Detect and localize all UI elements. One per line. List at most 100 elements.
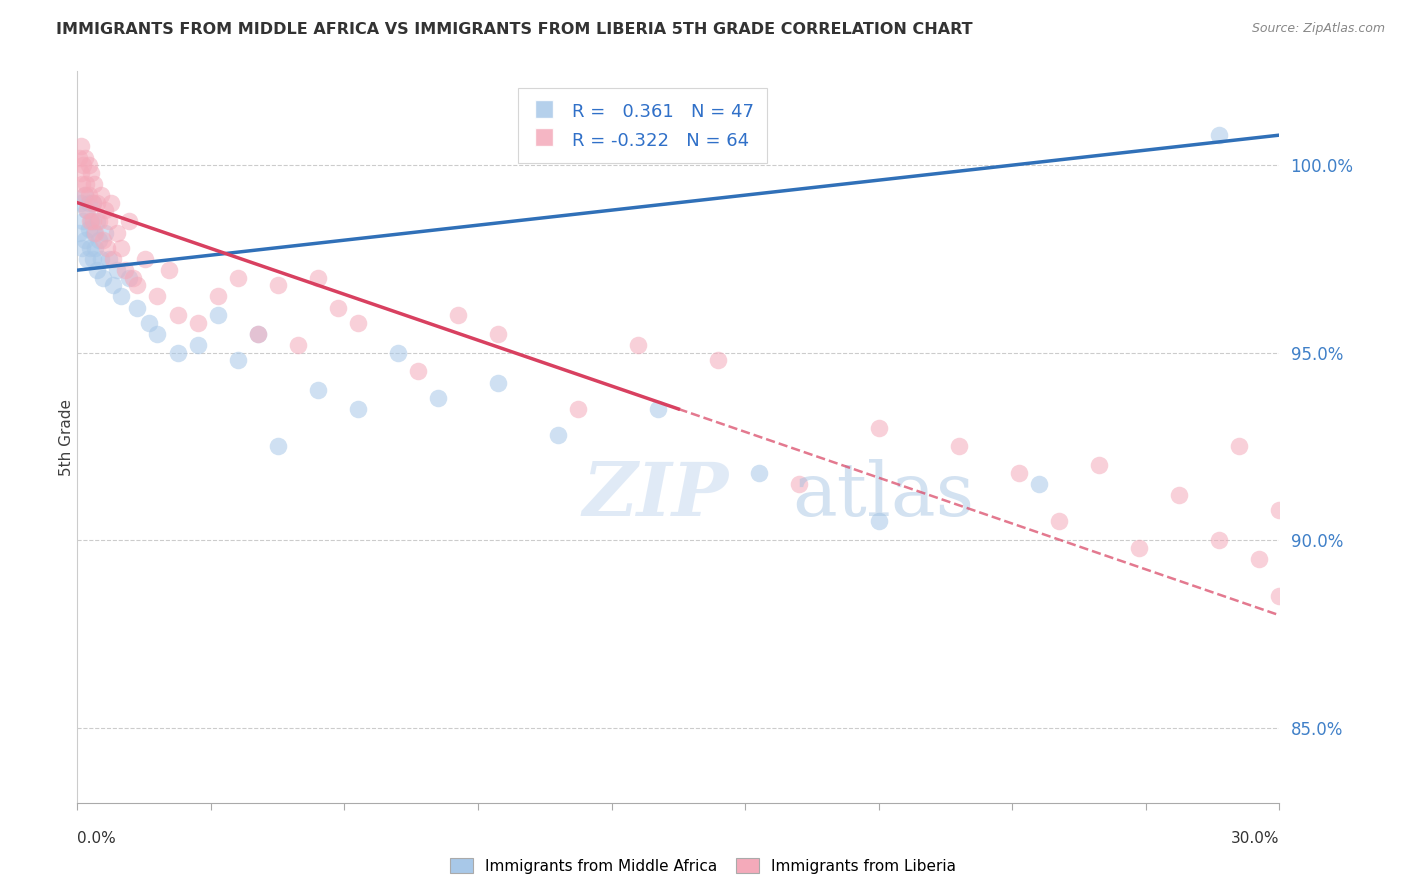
Point — [86, 263, 108, 277]
Point — [75, 203, 97, 218]
Point — [77, 195, 100, 210]
Point — [868, 420, 890, 434]
Point — [100, 195, 122, 210]
Point — [1047, 515, 1070, 529]
Point — [98, 252, 121, 266]
Point — [93, 270, 115, 285]
Point — [226, 353, 249, 368]
Point — [76, 252, 98, 266]
Point — [1008, 466, 1031, 480]
Point — [73, 188, 96, 202]
Point — [127, 301, 149, 315]
Point — [207, 308, 229, 322]
Point — [326, 301, 349, 315]
Point — [107, 263, 129, 277]
Point — [82, 214, 104, 228]
Point — [118, 214, 141, 228]
Point — [134, 252, 156, 266]
Text: ZIP: ZIP — [582, 459, 728, 532]
Point — [406, 364, 429, 378]
Point — [1208, 128, 1230, 142]
Point — [547, 428, 569, 442]
Point — [948, 440, 970, 454]
Point — [86, 214, 108, 228]
Point — [486, 326, 509, 341]
Point — [75, 233, 97, 247]
Point — [627, 338, 650, 352]
Point — [287, 338, 309, 352]
Point — [107, 226, 129, 240]
Point — [122, 270, 145, 285]
Point — [69, 166, 91, 180]
Point — [166, 308, 188, 322]
Point — [84, 241, 107, 255]
Text: 30.0%: 30.0% — [1232, 831, 1279, 846]
Point — [146, 289, 169, 303]
Point — [83, 226, 105, 240]
Point — [103, 278, 125, 293]
Point — [187, 316, 209, 330]
Point — [1268, 590, 1291, 604]
Point — [307, 270, 329, 285]
Point — [187, 338, 209, 352]
Text: Source: ZipAtlas.com: Source: ZipAtlas.com — [1251, 22, 1385, 36]
Point — [80, 166, 103, 180]
Point — [90, 188, 112, 202]
Point — [70, 139, 93, 153]
Y-axis label: 5th Grade: 5th Grade — [59, 399, 73, 475]
Point — [307, 383, 329, 397]
Point — [79, 241, 101, 255]
Point — [110, 241, 132, 255]
Point — [246, 326, 269, 341]
Point — [93, 233, 115, 247]
Point — [67, 151, 90, 165]
Point — [82, 195, 104, 210]
Point — [77, 158, 100, 172]
Point — [84, 226, 107, 240]
Point — [75, 151, 97, 165]
Point — [387, 345, 409, 359]
Point — [207, 289, 229, 303]
Point — [114, 263, 136, 277]
Point — [79, 214, 101, 228]
Point — [1229, 440, 1251, 454]
Point — [868, 515, 890, 529]
Point — [94, 203, 117, 218]
Point — [89, 233, 111, 247]
Point — [89, 214, 111, 228]
Legend: R =   0.361   N = 47, R = -0.322   N = 64: R = 0.361 N = 47, R = -0.322 N = 64 — [517, 87, 766, 163]
Point — [166, 345, 188, 359]
Point — [267, 278, 290, 293]
Point — [118, 270, 141, 285]
Point — [1268, 503, 1291, 517]
Legend: Immigrants from Middle Africa, Immigrants from Liberia: Immigrants from Middle Africa, Immigrant… — [444, 852, 962, 880]
Point — [70, 241, 93, 255]
Point — [90, 252, 112, 266]
Point — [127, 278, 149, 293]
Point — [70, 195, 93, 210]
Point — [246, 326, 269, 341]
Point — [1168, 488, 1191, 502]
Point — [82, 195, 104, 210]
Point — [347, 316, 370, 330]
Point — [1208, 533, 1230, 548]
Point — [80, 214, 103, 228]
Point — [76, 203, 98, 218]
Point — [486, 376, 509, 390]
Point — [347, 401, 370, 416]
Point — [75, 177, 97, 191]
Point — [427, 391, 450, 405]
Point — [1249, 552, 1271, 566]
Point — [82, 252, 104, 266]
Text: 0.0%: 0.0% — [77, 831, 117, 846]
Point — [70, 177, 93, 191]
Point — [83, 177, 105, 191]
Text: IMMIGRANTS FROM MIDDLE AFRICA VS IMMIGRANTS FROM LIBERIA 5TH GRADE CORRELATION C: IMMIGRANTS FROM MIDDLE AFRICA VS IMMIGRA… — [56, 22, 973, 37]
Point — [1028, 477, 1050, 491]
Point — [94, 226, 117, 240]
Point — [1088, 458, 1111, 473]
Point — [79, 188, 101, 202]
Point — [707, 353, 730, 368]
Point — [98, 214, 121, 228]
Point — [226, 270, 249, 285]
